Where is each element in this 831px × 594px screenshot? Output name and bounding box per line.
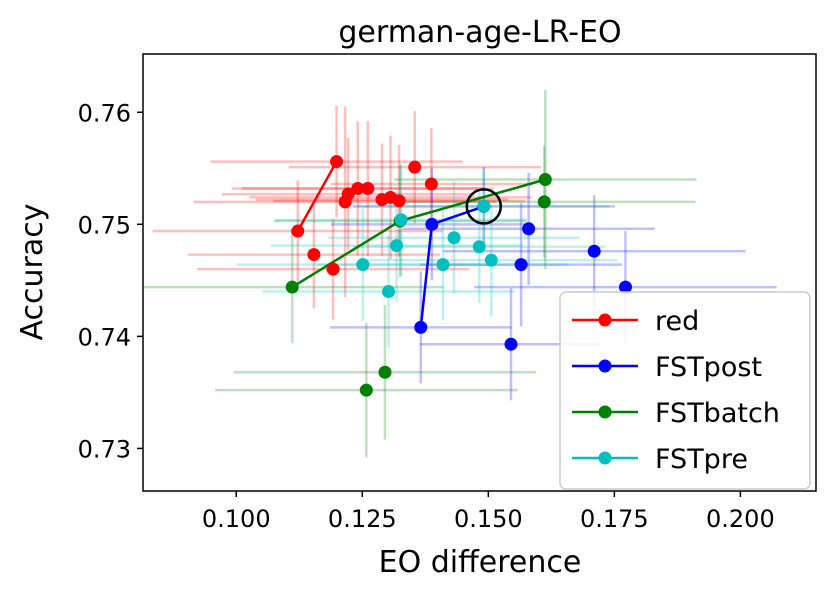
point-FSTpre-8 — [484, 253, 498, 267]
legend-label-red: red — [655, 306, 699, 337]
y-tick-label: 0.73 — [78, 435, 131, 463]
point-FSTpost-5 — [522, 222, 536, 236]
frontier-line-red — [296, 160, 338, 232]
point-FSTbatch-2 — [378, 365, 392, 379]
legend-label-FSTpost: FSTpost — [655, 352, 762, 383]
point-FSTbatch-1 — [359, 383, 373, 397]
point-red-3 — [326, 262, 340, 276]
legend: red FSTpost FSTbatch FSTpre — [559, 291, 811, 490]
point-FSTbatch-4 — [538, 172, 552, 186]
x-tick-label: 0.200 — [706, 505, 775, 533]
plot-frame — [142, 53, 817, 492]
legend-marker-red — [598, 313, 612, 327]
legend-label-FSTbatch: FSTbatch — [655, 398, 780, 429]
point-red-6 — [351, 181, 365, 195]
point-FSTpre-2 — [390, 239, 404, 253]
y-axis-label: Accuracy — [15, 204, 50, 341]
point-FSTpre-0 — [356, 258, 370, 272]
x-tick-label: 0.175 — [580, 505, 649, 533]
y-tick-label: 0.75 — [78, 211, 131, 239]
point-red-0 — [291, 224, 305, 238]
point-FSTbatch-0 — [285, 280, 299, 294]
data-points — [285, 155, 632, 397]
point-FSTpost-7 — [618, 280, 632, 294]
x-axis-ticks: 0.100 0.125 0.150 0.175 0.200 — [202, 491, 775, 533]
point-red-12 — [424, 177, 438, 191]
point-red-5 — [341, 187, 355, 201]
x-tick-label: 0.150 — [454, 505, 523, 533]
legend-marker-FSTpre — [598, 451, 612, 465]
point-red-7 — [361, 181, 375, 195]
y-tick-label: 0.74 — [78, 323, 131, 351]
point-FSTpre-5 — [447, 231, 461, 245]
y-axis-ticks: 0.73 0.74 0.75 0.76 — [78, 99, 143, 463]
highlight-circle-group — [465, 188, 503, 225]
legend-label-FSTpre: FSTpre — [655, 444, 748, 475]
chart-title: german-age-LR-EO — [338, 15, 621, 50]
point-FSTbatch-5 — [537, 195, 551, 209]
point-FSTpost-1 — [425, 217, 439, 231]
point-FSTpre-7 — [477, 199, 491, 213]
highlight-circle — [465, 188, 503, 225]
point-FSTpre-4 — [436, 258, 450, 272]
point-FSTpost-4 — [514, 258, 528, 272]
point-FSTpre-1 — [382, 285, 396, 299]
legend-marker-FSTpost — [598, 359, 612, 373]
legend-box — [559, 291, 811, 490]
point-FSTpre-6 — [472, 240, 486, 254]
x-tick-label: 0.125 — [328, 505, 397, 533]
y-tick-label: 0.76 — [78, 99, 131, 127]
point-red-10 — [392, 194, 406, 208]
point-red-1 — [330, 155, 344, 169]
x-axis-label: EO difference — [379, 545, 582, 580]
point-FSTpost-3 — [504, 337, 518, 351]
point-FSTpre-3 — [394, 213, 408, 227]
x-tick-label: 0.100 — [202, 505, 271, 533]
point-FSTpost-6 — [587, 244, 601, 258]
point-red-2 — [307, 248, 321, 262]
legend-marker-FSTbatch — [598, 405, 612, 419]
point-red-11 — [408, 160, 422, 174]
point-FSTpost-0 — [414, 320, 428, 334]
